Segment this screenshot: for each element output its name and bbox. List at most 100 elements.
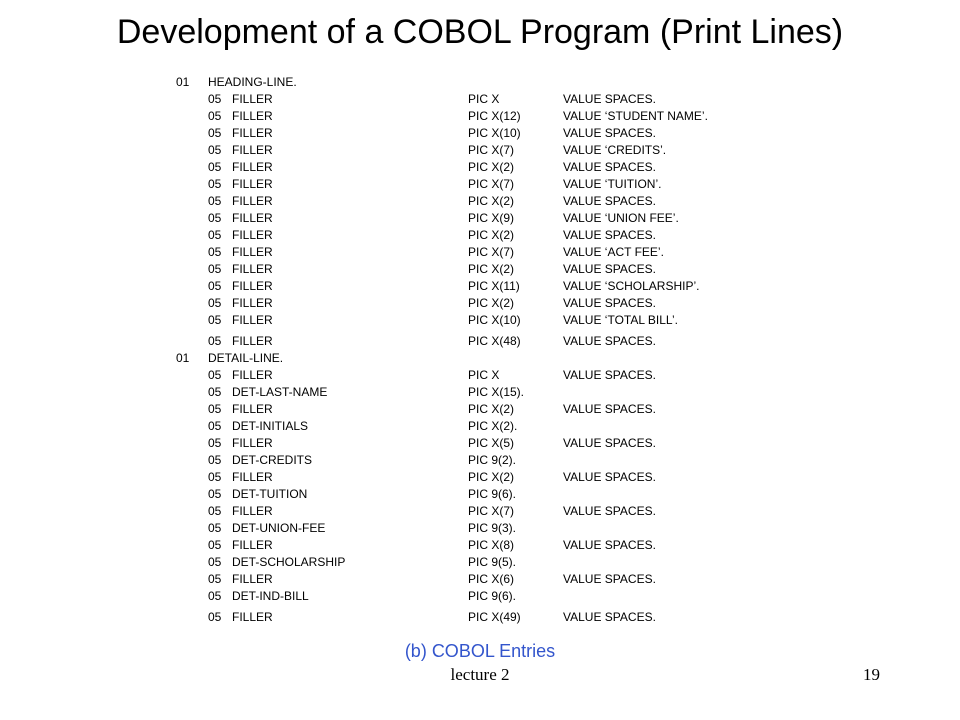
field-pic: PIC X(2) [468,470,515,484]
field-level: 05 [208,245,222,259]
field-pic: PIC X(2) [468,262,515,276]
field-name: FILLER [232,538,273,552]
field-value: VALUE SPACES. [563,92,656,106]
field-pic: PIC X(7) [468,143,515,157]
field-value: VALUE ‘SCHOLARSHIP’. [563,279,700,293]
field-value: VALUE SPACES. [563,334,656,348]
field-name: FILLER [232,109,273,123]
field-pic: PIC 9(6). [468,589,517,603]
field-name: FILLER [232,279,273,293]
field-name: FILLER [232,245,273,259]
field-value: VALUE SPACES. [563,402,656,416]
record-level: 01 [176,75,190,89]
field-value: VALUE SPACES. [563,436,656,450]
field-name: FILLER [232,177,273,191]
field-level: 05 [208,487,222,501]
field-level: 05 [208,160,222,174]
field-name: FILLER [232,262,273,276]
field-pic: PIC 9(2). [468,453,517,467]
field-level: 05 [208,402,222,416]
field-pic: PIC 9(6). [468,487,517,501]
field-value: VALUE SPACES. [563,610,656,624]
field-pic: PIC X(9) [468,211,515,225]
field-pic: PIC X(10) [468,313,521,327]
field-pic: PIC X(12) [468,109,521,123]
field-value: VALUE SPACES. [563,572,656,586]
field-name: FILLER [232,228,273,242]
field-pic: PIC X [468,92,500,106]
field-level: 05 [208,436,222,450]
cobol-code-listing: 01 HEADING-LINE. 05 FILLER PIC X VALUE SPAC… [0,75,960,635]
figure-caption: (b) COBOL Entries [404,641,556,661]
field-pic: PIC X(6) [468,572,515,586]
field-level: 05 [208,610,222,624]
field-name: FILLER [232,194,273,208]
field-level: 05 [208,538,222,552]
field-name: FILLER [232,296,273,310]
field-pic: PIC X(2) [468,228,515,242]
field-value: VALUE SPACES. [563,228,656,242]
field-level: 05 [208,589,222,603]
field-level: 05 [208,109,222,123]
field-pic: PIC X(48) [468,334,521,348]
field-level: 05 [208,555,222,569]
field-value: VALUE ‘TUITION’. [563,177,662,191]
field-level: 05 [208,143,222,157]
field-pic: PIC X(2) [468,402,515,416]
field-name: FILLER [232,402,273,416]
field-value: VALUE ‘STUDENT NAME’. [563,109,708,123]
field-value: VALUE SPACES. [563,262,656,276]
field-name: DET-UNION-FEE [232,521,326,535]
field-name: FILLER [232,368,273,382]
field-name: FILLER [232,436,273,450]
field-value: VALUE SPACES. [563,470,656,484]
field-pic: PIC X(7) [468,245,515,259]
field-pic: PIC X(2) [468,296,515,310]
field-level: 05 [208,228,222,242]
field-pic: PIC X(8) [468,538,515,552]
field-pic: PIC X(7) [468,177,515,191]
field-name: FILLER [232,211,273,225]
field-pic: PIC X(11) [468,279,520,293]
field-level: 05 [208,126,222,140]
field-value: VALUE SPACES. [563,160,656,174]
field-pic: PIC X(10) [468,126,521,140]
field-level: 05 [208,368,222,382]
field-name: FILLER [232,126,273,140]
field-name: FILLER [232,160,273,174]
field-name: DET-IND-BILL [232,589,309,603]
field-level: 05 [208,504,222,518]
field-level: 05 [208,453,222,467]
field-name: FILLER [232,143,273,157]
field-level: 05 [208,262,222,276]
field-pic: PIC X(7) [468,504,515,518]
field-pic: PIC X(2) [468,160,515,174]
field-level: 05 [208,385,222,399]
field-level: 05 [208,334,222,348]
field-pic: PIC X(5) [468,436,515,450]
field-name: FILLER [232,572,273,586]
field-pic: PIC X(2). [468,419,518,433]
field-name: FILLER [232,504,273,518]
field-name: DET-LAST-NAME [232,385,328,399]
field-value: VALUE SPACES. [563,194,656,208]
field-level: 05 [208,521,222,535]
field-level: 05 [208,572,222,586]
field-name: FILLER [232,334,273,348]
field-value: VALUE SPACES. [563,538,656,552]
field-value: VALUE ‘UNION FEE’. [563,211,679,225]
field-level: 05 [208,313,222,327]
page-number: 19 [863,665,880,684]
record-name: DETAIL-LINE. [208,351,284,365]
field-value: VALUE ‘CREDITS’. [563,143,667,157]
field-name: FILLER [232,313,273,327]
field-name: FILLER [232,92,273,106]
field-level: 05 [208,419,222,433]
footer-lecture-label: lecture 2 [450,665,510,684]
field-name: DET-TUITION [232,487,308,501]
field-level: 05 [208,92,222,106]
field-name: DET-INITIALS [232,419,309,433]
field-value: VALUE ‘TOTAL BILL’. [563,313,678,327]
field-value: VALUE SPACES. [563,126,656,140]
field-pic: PIC X(15). [468,385,525,399]
